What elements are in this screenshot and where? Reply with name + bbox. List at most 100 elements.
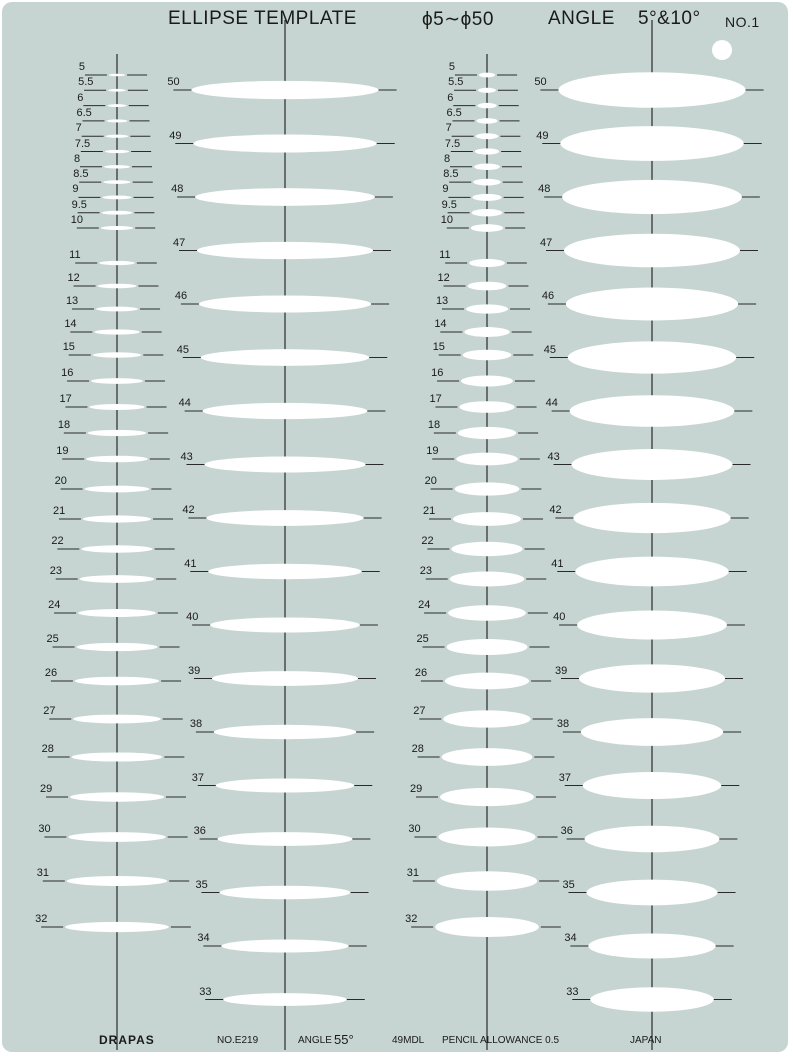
- angle-label: ANGLE: [548, 8, 615, 29]
- size-label-10-28: 28: [411, 743, 424, 755]
- size-label-10-39: 39: [554, 664, 568, 677]
- ellipse-small-10-23: [449, 571, 525, 587]
- ellipse-small-10-24: [448, 605, 526, 621]
- ellipse-small-5-32: [65, 921, 169, 933]
- size-label-5-14: 14: [64, 318, 77, 330]
- ellipse-small-5-8: [104, 165, 130, 169]
- ellipse-small-5-7: [105, 134, 129, 138]
- size-label-10-31: 31: [406, 867, 420, 879]
- size-label-10-41: 41: [551, 557, 564, 570]
- ellipse-small-5-31: [66, 876, 168, 886]
- ellipse-small-10-26: [444, 672, 530, 690]
- ellipse-small-10-11: [469, 258, 505, 268]
- size-label-10-15: 15: [432, 341, 445, 353]
- size-label-10-26: 26: [414, 667, 428, 679]
- size-label-10-16: 16: [431, 367, 444, 379]
- ellipse-small-10-12: [467, 281, 507, 291]
- size-label-10-20: 20: [424, 475, 437, 487]
- footer-angle-label: ANGLE: [298, 1035, 332, 1046]
- size-label-10-12: 12: [437, 272, 450, 284]
- ellipse-small-10-17: [459, 401, 515, 413]
- ellipse-large-10-44: [569, 395, 735, 427]
- ellipse-small-10-8.5: [473, 178, 501, 186]
- ellipse-small-5-10: [100, 225, 134, 231]
- ellipse-large-5-36: [217, 832, 353, 846]
- ellipse-large-10-47: [564, 233, 740, 268]
- size-label-5-6: 6: [77, 91, 84, 104]
- size-label-5-40: 40: [186, 611, 199, 623]
- size-label-10-49: 49: [536, 129, 549, 142]
- size-label-10-17: 17: [429, 393, 442, 405]
- size-label-5-7.5: 7.5: [74, 137, 91, 150]
- size-label-5-10: 10: [70, 214, 84, 226]
- ellipse-small-10-16: [461, 375, 513, 387]
- size-label-10-9: 9: [442, 183, 449, 196]
- size-label-5-49: 49: [169, 129, 182, 142]
- size-label-10-36: 36: [560, 825, 573, 837]
- model-number: NO.E219: [217, 1035, 259, 1046]
- ellipse-large-10-43: [571, 449, 733, 480]
- ellipse-large-10-40: [577, 610, 727, 640]
- ellipse-small-10-5: [478, 72, 496, 78]
- ellipse-large-10-37: [582, 771, 722, 800]
- size-label-5-44: 44: [178, 397, 191, 409]
- size-label-10-22: 22: [421, 535, 434, 547]
- size-label-10-24: 24: [418, 599, 431, 611]
- angle-values: 5°&10°: [638, 8, 701, 29]
- ellipse-small-5-21: [82, 515, 152, 523]
- size-label-5-20: 20: [54, 475, 67, 487]
- ellipse-large-10-36: [584, 825, 720, 853]
- ellipse-small-5-18: [87, 429, 147, 437]
- ellipse-small-10-14: [464, 327, 510, 337]
- ellipse-small-5-14: [94, 329, 140, 335]
- size-label-5-26: 26: [44, 667, 58, 679]
- size-label-10-9.5: 9.5: [441, 198, 457, 211]
- size-label-10-44: 44: [545, 397, 558, 409]
- size-label-5-33: 33: [199, 985, 212, 998]
- ellipse-large-10-46: [565, 287, 739, 321]
- ellipse-small-5-15: [92, 352, 142, 358]
- size-label-5-30: 30: [38, 823, 51, 835]
- size-label-5-48: 48: [171, 183, 184, 195]
- size-label-5-21: 21: [52, 505, 66, 517]
- ellipse-large-5-44: [202, 402, 368, 420]
- size-label-10-35: 35: [562, 878, 575, 891]
- ellipse-small-10-22: [451, 541, 523, 557]
- size-label-10-25: 25: [416, 633, 429, 645]
- ellipse-large-10-50: [558, 72, 746, 108]
- ellipse-small-10-29: [440, 787, 534, 807]
- size-label-10-8.5: 8.5: [443, 168, 459, 181]
- ellipse-large-5-40: [210, 617, 360, 633]
- size-label-10-5.5: 5.5: [448, 76, 464, 89]
- ellipse-small-5-5: [108, 73, 126, 77]
- size-label-10-8: 8: [444, 152, 451, 165]
- size-label-5-25: 25: [46, 633, 59, 645]
- size-label-5-42: 42: [182, 504, 195, 516]
- size-label-10-29: 29: [410, 783, 423, 795]
- ellipse-small-5-29: [70, 792, 164, 802]
- size-range: ϕ5∼ϕ50: [422, 9, 494, 30]
- size-label-10-6.5: 6.5: [446, 106, 462, 119]
- ellipse-large-5-35: [219, 885, 351, 900]
- size-label-10-43: 43: [547, 450, 560, 463]
- size-label-10-33: 33: [566, 985, 579, 998]
- size-label-5-18: 18: [57, 419, 71, 431]
- size-label-5-15: 15: [62, 341, 75, 353]
- size-label-5-41: 41: [184, 557, 197, 570]
- size-label-10-21: 21: [422, 505, 436, 517]
- ellipse-small-5-26: [74, 676, 160, 686]
- size-label-5-35: 35: [195, 878, 208, 891]
- size-label-5-9.5: 9.5: [71, 198, 87, 211]
- ellipse-small-5-27: [73, 714, 161, 724]
- ellipse-large-10-34: [588, 933, 716, 959]
- ellipse-small-5-16: [91, 378, 143, 384]
- ellipse-large-10-42: [573, 502, 731, 534]
- ellipse-large-5-41: [208, 563, 362, 580]
- ellipse-small-5-5.5: [108, 88, 126, 92]
- size-label-5-13: 13: [65, 295, 79, 307]
- ellipse-small-5-11: [99, 260, 135, 266]
- template-number: NO.1: [725, 14, 760, 30]
- country-of-origin: JAPAN: [630, 1035, 662, 1046]
